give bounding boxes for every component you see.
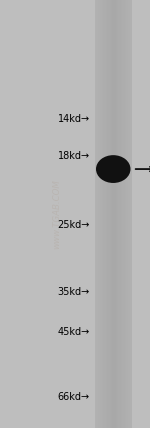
Text: 45kd→: 45kd→ [58,327,90,337]
Bar [113,0,114,428]
Bar [105,0,106,428]
Bar [124,0,126,428]
Bar [122,0,123,428]
Bar [103,0,105,428]
Bar [116,0,117,428]
Bar [123,0,124,428]
Text: 35kd→: 35kd→ [58,287,90,297]
Bar [110,0,111,428]
Bar [98,0,99,428]
Bar [101,0,102,428]
Text: 66kd→: 66kd→ [58,392,90,402]
Text: www.TGAB.COM: www.TGAB.COM [52,179,62,249]
Bar [99,0,101,428]
Bar [106,0,107,428]
Ellipse shape [96,155,130,183]
Bar [94,0,96,428]
Bar [117,0,118,428]
Text: 18kd→: 18kd→ [58,151,90,161]
Bar [118,0,120,428]
Bar [131,0,132,428]
Bar [94,0,132,428]
Bar [96,0,97,428]
Bar [127,0,128,428]
Bar [114,0,116,428]
Bar [102,0,103,428]
Bar [111,0,112,428]
Bar [97,0,98,428]
Bar [126,0,127,428]
Text: 14kd→: 14kd→ [58,114,90,124]
Bar [120,0,121,428]
Text: 25kd→: 25kd→ [58,220,90,230]
Bar [112,0,113,428]
Bar [108,0,110,428]
Bar [121,0,122,428]
Bar [129,0,131,428]
Bar [107,0,108,428]
Bar [128,0,129,428]
